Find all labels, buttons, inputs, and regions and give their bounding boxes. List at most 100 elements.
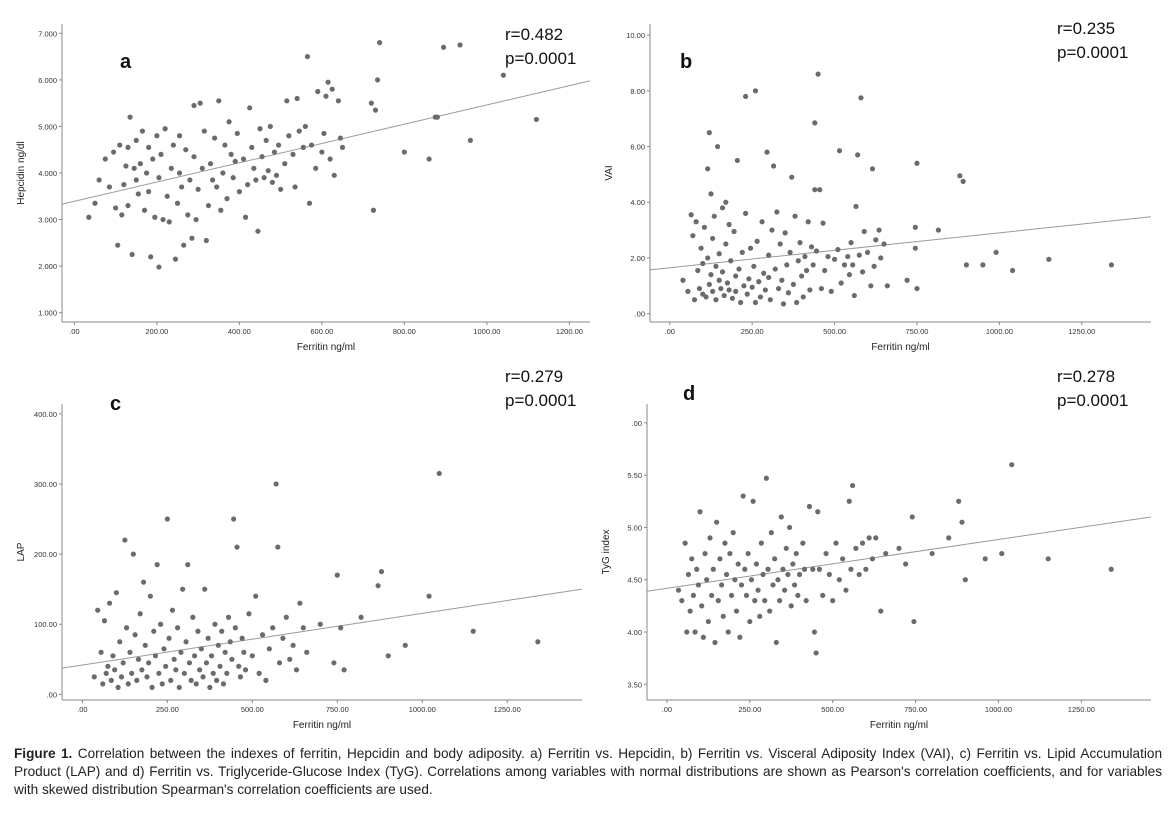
- scatter-point: [282, 161, 288, 167]
- scatter-point: [228, 151, 234, 157]
- scatter-point: [105, 663, 111, 669]
- scatter-point: [261, 175, 267, 181]
- scatter-point: [807, 287, 813, 293]
- scatter-point: [304, 53, 311, 60]
- scatter-point: [812, 120, 818, 126]
- scatter-point: [783, 545, 789, 551]
- scatter-point: [146, 144, 152, 150]
- fit-line: [647, 516, 1151, 592]
- scatter-point: [158, 151, 164, 157]
- scatter-point: [150, 156, 156, 162]
- scatter-point: [276, 660, 283, 666]
- scatter-point: [146, 660, 152, 666]
- scatter-point: [127, 649, 133, 655]
- scatter-point: [820, 592, 826, 599]
- scatter-point: [125, 681, 131, 687]
- scatter-point: [713, 297, 719, 303]
- scatter-point: [313, 165, 319, 171]
- scatter-point: [812, 187, 818, 193]
- scatter-point: [706, 130, 712, 136]
- scatter-point: [176, 170, 183, 176]
- scatter-point: [796, 571, 803, 578]
- scatter-point: [96, 177, 102, 183]
- scatter-point: [914, 160, 920, 166]
- x-tick-label: 1000.00: [986, 327, 1013, 336]
- scatter-point: [222, 142, 228, 148]
- scatter-point: [695, 582, 701, 588]
- scatter-point: [698, 245, 704, 251]
- scatter-point: [959, 519, 965, 525]
- scatter-point: [229, 656, 235, 662]
- chart-panel-d: 3.50 4.00 4.50 5.00 5.50 .00 .00 250.00 500.00 75…: [601, 367, 1151, 731]
- scatter-point: [739, 249, 745, 255]
- scatter-point: [790, 281, 796, 288]
- scatter-point: [692, 629, 698, 635]
- scatter-point: [251, 165, 257, 171]
- scatter-point: [799, 273, 805, 279]
- scatter-point: [771, 163, 777, 169]
- x-tick-label: 500.00: [823, 327, 846, 336]
- stat-p: p=0.0001: [1057, 391, 1128, 410]
- scatter-point: [283, 614, 289, 620]
- scatter-point: [331, 172, 337, 178]
- scatter-point: [321, 130, 327, 137]
- scatter-points: [91, 470, 541, 690]
- scatter-point: [680, 277, 686, 283]
- scatter-point: [752, 299, 759, 306]
- scatter-point: [265, 168, 271, 174]
- x-tick-label: 800.00: [393, 327, 416, 336]
- scatter-point: [224, 196, 230, 202]
- scatter-point: [744, 291, 750, 297]
- scatter-point: [180, 586, 186, 592]
- scatter-point: [741, 283, 747, 289]
- scatter-point: [132, 632, 138, 638]
- stat-r: r=0.235: [1057, 19, 1115, 38]
- scatter-point: [803, 267, 810, 274]
- scatter-point: [717, 556, 723, 562]
- stat-r: r=0.279: [505, 367, 563, 386]
- scatter-point: [754, 238, 760, 244]
- scatter-point: [134, 677, 140, 683]
- scatter-point: [370, 207, 377, 213]
- x-tick-label: .00: [662, 705, 672, 714]
- scatter-point: [535, 639, 541, 645]
- x-tick-label: 750.00: [906, 327, 929, 336]
- scatter-point: [273, 481, 279, 487]
- scatter-point: [1009, 462, 1015, 468]
- scatter-point: [236, 663, 242, 669]
- scatter-point: [755, 587, 761, 593]
- scatter-point: [883, 550, 889, 557]
- scatter-point: [747, 618, 753, 625]
- y-tick-label: 400.00: [34, 410, 57, 419]
- scatter-point: [929, 550, 935, 557]
- scatter-point: [759, 219, 765, 225]
- scatter-point: [216, 98, 222, 104]
- scatter-point: [733, 273, 739, 279]
- scatter-point: [130, 551, 136, 557]
- scatter-point: [269, 179, 275, 185]
- scatter-point: [200, 674, 206, 680]
- y-tick-label: 5.50: [627, 471, 642, 480]
- scatter-point: [903, 561, 909, 567]
- scatter-point: [726, 221, 732, 228]
- scatter-point: [140, 579, 147, 585]
- scatter-point: [286, 133, 292, 139]
- scatter-point: [101, 618, 108, 624]
- scatter-point: [189, 235, 195, 241]
- x-axis-label: Ferritin ng/ml: [297, 342, 355, 353]
- scatter-point: [297, 600, 303, 606]
- scatter-point: [766, 274, 772, 281]
- scatter-point: [912, 224, 918, 230]
- panel-label: c: [110, 393, 121, 415]
- scatter-point: [815, 71, 821, 77]
- x-tick-label: 1250.00: [494, 705, 521, 714]
- scatter-point: [255, 228, 261, 234]
- scatter-point: [193, 216, 199, 223]
- scatter-point: [259, 632, 266, 638]
- x-tick-label: 250.00: [156, 705, 179, 714]
- scatter-point: [106, 184, 113, 190]
- scatter-point: [784, 262, 790, 268]
- scatter-point: [358, 614, 364, 620]
- scatter-point: [300, 625, 306, 631]
- scatter-point: [141, 207, 148, 213]
